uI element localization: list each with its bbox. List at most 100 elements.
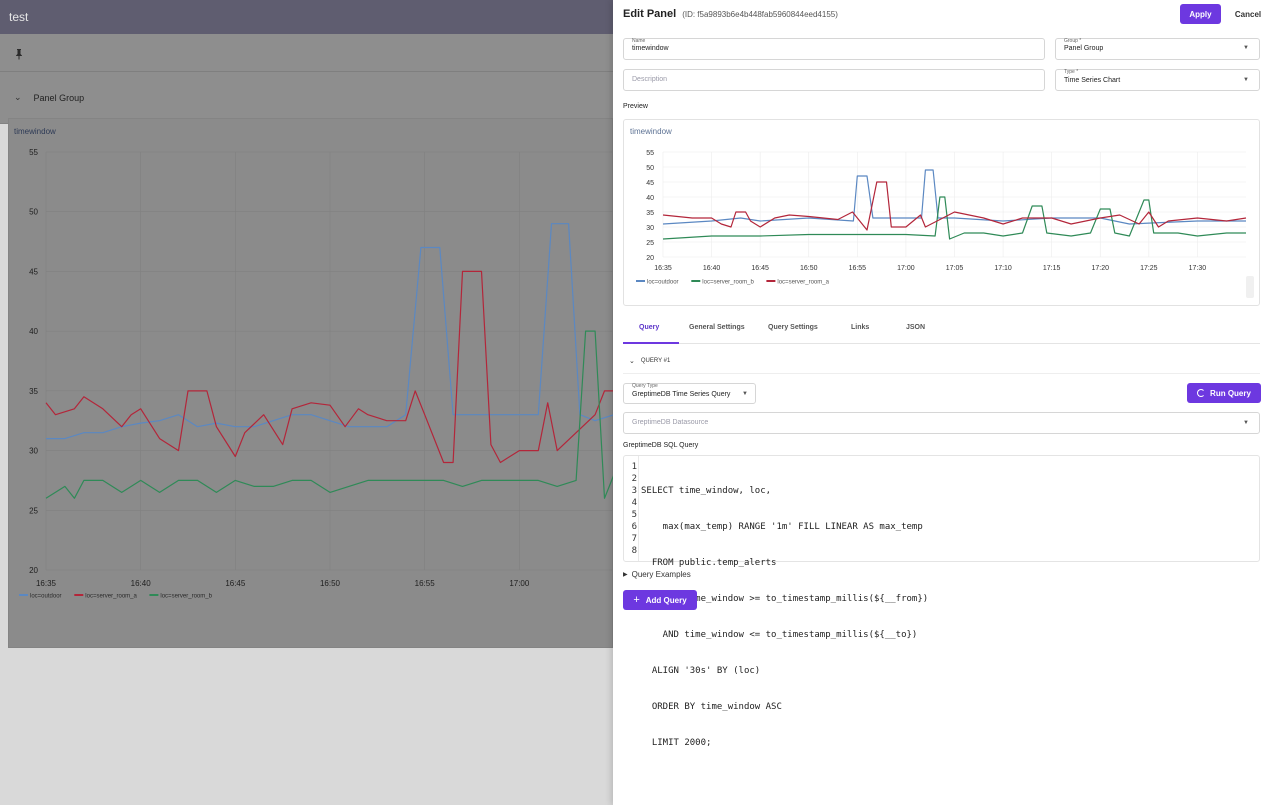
panel-group-label: Panel Group — [33, 92, 85, 103]
dashboard-background: test ⌄ Panel Group timewindow 20 25 30 35 40… — [0, 0, 614, 805]
code-line: SELECT time_window, loc, — [641, 486, 772, 496]
x-tick-label: 16:35 — [654, 265, 672, 272]
series-line — [662, 181, 1247, 231]
x-tick-label: 16:40 — [703, 265, 721, 272]
type-select[interactable]: Type * Time Series Chart ▼ — [1055, 69, 1260, 91]
query-type-select[interactable]: Query Type GreptimeDB Time Series Query … — [623, 383, 756, 404]
run-query-label: Run Query — [1210, 388, 1251, 398]
sql-query-label: GreptimeDB SQL Query — [623, 442, 699, 449]
group-value: Panel Group — [1064, 45, 1104, 52]
active-tab-indicator — [623, 342, 679, 344]
sql-code[interactable]: SELECT time_window, loc, max(max_temp) R… — [641, 461, 928, 773]
add-query-button[interactable]: + Add Query — [623, 590, 697, 610]
tab-query-settings[interactable]: Query Settings — [768, 324, 818, 331]
x-tick-label: 16:55 — [415, 579, 436, 588]
legend-item: loc=server_room_a — [777, 280, 829, 286]
plus-icon: + — [633, 594, 640, 606]
code-line: FROM public.temp_alerts — [641, 558, 777, 568]
gutter-divider — [638, 456, 639, 561]
group-select[interactable]: Group * Panel Group ▼ — [1055, 38, 1260, 60]
dashboard-toolbar — [0, 34, 613, 72]
code-line: AND time_window <= to_timestamp_millis($… — [641, 630, 918, 640]
code-line: LIMIT 2000; — [641, 738, 712, 748]
x-tick-label: 17:20 — [1091, 265, 1109, 272]
y-tick-label: 35 — [646, 210, 654, 217]
legend-item: loc=outdoor — [647, 280, 679, 286]
preview-scrollbar[interactable] — [1246, 276, 1254, 298]
query-type-label: Query Type — [632, 383, 658, 389]
sql-editor[interactable]: 1 2 3 4 5 6 7 8 SELECT time_window, loc,… — [623, 455, 1260, 748]
drawer-header: Edit Panel (ID: f5a9893b6e4b448fab596084… — [613, 0, 1280, 28]
y-tick-label: 25 — [29, 506, 38, 515]
x-tick-label: 16:55 — [849, 265, 867, 272]
caret-down-icon: ▼ — [1243, 77, 1249, 83]
triangle-right-icon: ▶ — [623, 572, 628, 578]
code-line: max(max_temp) RANGE '1m' FILL LINEAR AS … — [641, 522, 923, 532]
line-numbers: 1 2 3 4 5 6 7 8 — [631, 462, 637, 556]
name-field[interactable]: Name timewindow — [623, 38, 1045, 60]
y-tick-label: 30 — [29, 447, 38, 456]
query-header-label: QUERY #1 — [640, 358, 671, 364]
add-query-label: Add Query — [645, 595, 687, 605]
x-tick-label: 17:30 — [1189, 265, 1207, 272]
description-placeholder: Description — [632, 76, 668, 83]
legend-item: loc=server_room_b — [702, 280, 754, 286]
y-tick-label: 40 — [646, 195, 654, 202]
group-label: Group * — [1064, 38, 1082, 44]
background-chart-panel: timewindow 20 25 30 35 40 45 50 55 16:35 16:40 16:… — [8, 118, 614, 648]
refresh-icon — [1197, 389, 1206, 397]
code-line: ORDER BY time_window ASC — [641, 702, 782, 712]
y-tick-label: 45 — [29, 267, 38, 276]
legend-item: loc=server_room_a — [85, 594, 137, 600]
preview-title: timewindow — [630, 127, 672, 136]
series-line — [46, 223, 614, 440]
y-tick-label: 55 — [646, 150, 654, 157]
preview-panel: timewindow 20 25 30 35 40 45 50 55 16:35 16:40 16:… — [623, 119, 1260, 306]
x-tick-label: 16:50 — [800, 265, 818, 272]
settings-tabs: Query General Settings Query Settings Li… — [623, 313, 1260, 344]
x-tick-label: 16:45 — [225, 579, 246, 588]
x-tick-label: 16:50 — [320, 579, 341, 588]
x-tick-label: 17:10 — [994, 265, 1012, 272]
chevron-down-icon[interactable]: ⌄ — [14, 92, 22, 102]
series-line — [662, 196, 1246, 240]
pin-icon[interactable] — [14, 48, 24, 60]
preview-line-chart: 20 25 30 35 40 45 50 55 16:35 16:40 16:45 16:50 16:5… — [636, 150, 1247, 286]
x-tick-label: 17:15 — [1043, 265, 1061, 272]
panel-id: (ID: f5a9893b6e4b448fab5960844eed4155) — [682, 9, 838, 19]
y-tick-label: 40 — [29, 327, 38, 336]
y-tick-label: 25 — [646, 240, 654, 247]
query-examples-label: Query Examples — [631, 570, 691, 579]
caret-down-icon: ▼ — [1243, 420, 1249, 426]
datasource-placeholder: GreptimeDB Datasource — [632, 419, 709, 426]
caret-down-icon: ▼ — [742, 391, 748, 397]
legend-item: loc=server_room_b — [160, 594, 212, 600]
x-tick-label: 16:40 — [131, 579, 152, 588]
y-tick-label: 20 — [646, 255, 654, 262]
background-panel-title: timewindow — [14, 127, 56, 136]
tab-query[interactable]: Query — [639, 324, 660, 331]
tab-json[interactable]: JSON — [906, 324, 926, 331]
panel-group-header[interactable]: ⌄ Panel Group — [0, 72, 613, 124]
apply-button[interactable]: Apply — [1180, 4, 1221, 24]
run-query-button[interactable]: Run Query — [1187, 383, 1261, 403]
name-value: timewindow — [632, 45, 669, 52]
y-tick-label: 30 — [646, 225, 654, 232]
query-examples-toggle[interactable]: ▶ Query Examples — [623, 570, 691, 579]
type-value: Time Series Chart — [1064, 77, 1121, 84]
cancel-button[interactable]: Cancel — [1225, 4, 1271, 24]
description-field[interactable]: Description — [623, 69, 1045, 91]
query-type-value: GreptimeDB Time Series Query — [632, 391, 731, 398]
preview-label: Preview — [623, 103, 648, 110]
dashboard-header: test — [0, 0, 613, 34]
drawer-title: Edit Panel — [623, 8, 677, 20]
code-line: ALIGN '30s' BY (loc) — [641, 666, 761, 676]
query-header[interactable]: ⌄ QUERY #1 — [629, 357, 670, 365]
y-tick-label: 50 — [29, 208, 38, 217]
x-tick-label: 17:25 — [1140, 265, 1158, 272]
tab-links[interactable]: Links — [851, 324, 870, 331]
legend-item: loc=outdoor — [30, 594, 62, 600]
datasource-select[interactable]: GreptimeDB Datasource ▼ — [623, 412, 1260, 434]
tab-general-settings[interactable]: General Settings — [689, 324, 745, 331]
chevron-down-icon[interactable]: ⌄ — [629, 358, 635, 365]
